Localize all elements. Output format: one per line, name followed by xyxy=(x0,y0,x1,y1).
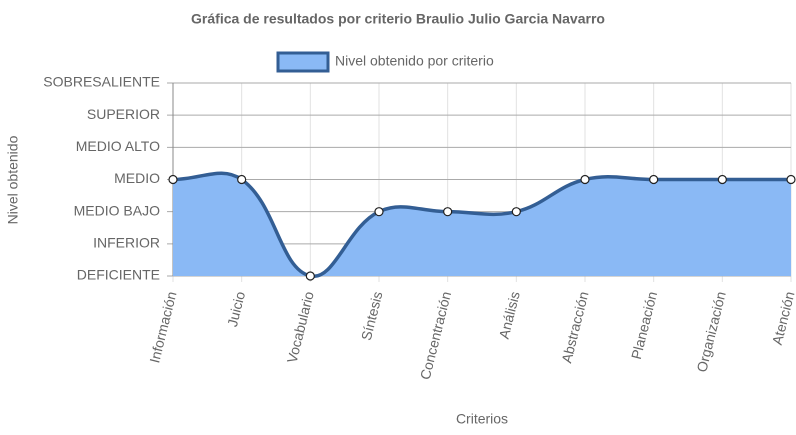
x-tick-label: Organización xyxy=(693,290,728,374)
point xyxy=(305,271,315,281)
x-tick-label: Planeación xyxy=(628,290,660,361)
y-tick-label: SUPERIOR xyxy=(87,106,160,122)
legend-swatch xyxy=(276,51,330,73)
x-tick-label: Atención xyxy=(769,290,796,347)
point xyxy=(511,207,521,217)
area xyxy=(173,173,791,277)
y-tick-label: DEFICIENTE xyxy=(77,267,160,283)
x-axis-title: Criterios xyxy=(456,411,508,427)
point xyxy=(717,174,727,185)
y-tick-label: MEDIO ALTO xyxy=(76,138,160,154)
point xyxy=(237,174,247,185)
point xyxy=(374,207,384,217)
x-tick-label: Abstracción xyxy=(558,290,591,365)
point xyxy=(649,174,659,185)
point xyxy=(786,174,796,185)
point xyxy=(168,174,178,185)
line xyxy=(172,171,791,278)
y-tick-label: MEDIO xyxy=(114,170,160,186)
point xyxy=(443,207,453,217)
y-tick-label: SOBRESALIENTE xyxy=(43,74,160,90)
x-tick-label: Concentración xyxy=(417,290,454,381)
x-tick-label: Información xyxy=(146,290,179,365)
legend-label: Nivel obtenido por criterio xyxy=(335,53,494,69)
x-tick-label: Vocabulario xyxy=(284,290,317,365)
chart-title: Gráfica de resultados por criterio Braul… xyxy=(191,11,605,27)
y-tick-label: INFERIOR xyxy=(93,235,160,251)
y-tick-label: MEDIO BAJO xyxy=(74,202,160,218)
point xyxy=(580,174,590,185)
y-axis-title: Nivel obtenido xyxy=(5,135,21,224)
x-tick-label: Juicio xyxy=(224,290,248,329)
x-tick-label: Síntesis xyxy=(358,290,386,342)
x-tick-label: Análisis xyxy=(496,290,523,341)
